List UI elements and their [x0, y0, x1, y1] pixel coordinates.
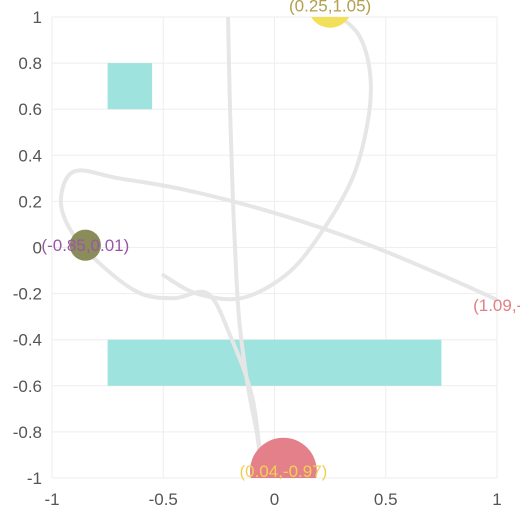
y-tick-label: -0.4 [13, 331, 42, 350]
curve-line [226, 17, 264, 469]
data-points [69, 17, 350, 478]
data-labels: (0.25,1.05) (-0.85,0.01) (0.04,-0.97) (1.09… [41, 0, 520, 481]
rectangle [107, 339, 442, 386]
x-tick-label: 1 [492, 490, 501, 509]
y-tick-label: 0.2 [18, 192, 42, 211]
rectangles [107, 63, 442, 386]
data-point [250, 437, 317, 478]
y-tick-label: -0.8 [13, 423, 42, 442]
curve-line [161, 17, 373, 302]
y-tick-label: 1 [33, 8, 42, 27]
y-tick-label: 0.4 [18, 146, 42, 165]
curve-layer [58, 17, 497, 469]
y-tick-label: 0.6 [18, 100, 42, 119]
rectangle [107, 63, 153, 110]
y-tick-label: -0.2 [13, 285, 42, 304]
data-label: (0.04,-0.97) [239, 462, 327, 481]
x-tick-label: -1 [44, 490, 59, 509]
y-tick-label: 0.8 [18, 54, 42, 73]
y-tick-label: -0.6 [13, 377, 42, 396]
data-label: (-0.85,0.01) [41, 236, 129, 255]
tick-labels: -1 -0.5 0 0.5 1 -1 -0.8 -0.6 -0.4 -0.2 0 0.2 0.4 0.6 0… [13, 8, 502, 509]
curve-line [58, 168, 497, 469]
x-tick-label: 0 [270, 490, 279, 509]
data-label: (1.09,-0.25) [473, 296, 520, 315]
data-label: (0.25,1.05) [289, 0, 371, 15]
data-point [311, 17, 350, 28]
x-tick-label: -0.5 [149, 490, 178, 509]
y-tick-label: 0 [33, 239, 42, 258]
data-point [69, 229, 101, 261]
x-tick-label: 0.5 [374, 490, 398, 509]
y-tick-label: -1 [27, 469, 42, 488]
